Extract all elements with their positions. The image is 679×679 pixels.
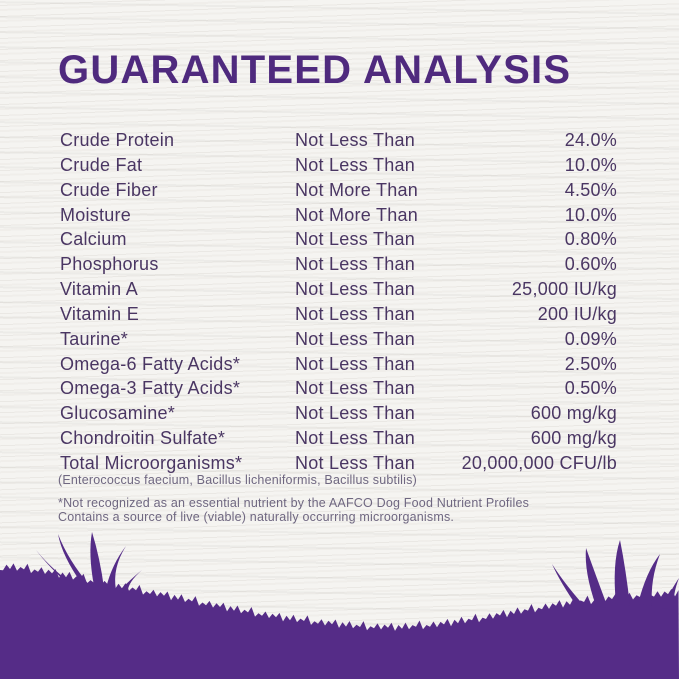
basis-label: Not Less Than: [295, 328, 415, 349]
nutrient-value: 25,000 IU/kg: [511, 279, 617, 300]
analysis-row: Omega-3 Fatty Acids* Not Less Than 0.50%: [60, 376, 617, 401]
nutrient-name: Omega-6 Fatty Acids*: [60, 353, 241, 374]
basis-label: Not Less Than: [295, 254, 415, 275]
basis-label: Not Less Than: [295, 452, 415, 473]
basis-label: Not Less Than: [295, 229, 415, 250]
nutrient-name: Vitamin A: [60, 279, 138, 300]
nutrient-name: Taurine*: [60, 328, 129, 349]
analysis-row: Vitamin A Not Less Than 25,000 IU/kg: [60, 277, 617, 302]
grass-mound: [0, 563, 679, 679]
nutrient-name: Chondroitin Sulfate*: [60, 428, 226, 449]
page-title: GUARANTEED ANALYSIS: [58, 48, 572, 92]
nutrient-value: 600 mg/kg: [530, 403, 617, 424]
asterisk-footnote-line2: Contains a source of live (viable) natur…: [58, 509, 455, 524]
analysis-row: Chondroitin Sulfate* Not Less Than 600 m…: [60, 426, 617, 451]
basis-label: Not Less Than: [295, 279, 415, 300]
analysis-row: Crude Fiber Not More Than 4.50%: [60, 178, 617, 203]
nutrient-value: 600 mg/kg: [530, 428, 617, 449]
nutrient-value: 24.0%: [564, 130, 617, 150]
analysis-row: Omega-6 Fatty Acids* Not Less Than 2.50%: [60, 352, 617, 377]
nutrient-value: 4.50%: [564, 179, 617, 200]
nutrient-name: Vitamin E: [60, 303, 139, 324]
grass-blade-icon: [662, 578, 679, 610]
basis-label: Not Less Than: [295, 403, 415, 424]
basis-label: Not Less Than: [295, 130, 415, 150]
basis-label: Not Less Than: [295, 428, 415, 449]
analysis-row: Calcium Not Less Than 0.80%: [60, 227, 617, 252]
nutrient-value: 2.50%: [564, 353, 617, 374]
nutrient-name: Calcium: [60, 229, 127, 250]
nutrient-name: Crude Protein: [60, 130, 175, 150]
analysis-table: Crude Protein Not Less Than 24.0% Crude …: [60, 128, 617, 476]
grass-blade-icon: [90, 532, 104, 588]
grass-silhouette: [0, 532, 679, 679]
basis-label: Not Less Than: [295, 303, 415, 324]
basis-label: Not Less Than: [295, 154, 415, 175]
analysis-row: Phosphorus Not Less Than 0.60%: [60, 252, 617, 277]
basis-label: Not More Than: [295, 179, 418, 200]
nutrient-name: Glucosamine*: [60, 403, 176, 424]
asterisk-footnote-line1: *Not recognized as an essential nutrient…: [58, 496, 530, 510]
nutrient-name: Moisture: [60, 204, 132, 225]
nutrient-value: 0.80%: [564, 229, 617, 250]
analysis-row: Taurine* Not Less Than 0.09%: [60, 327, 617, 352]
nutrient-value: 10.0%: [564, 204, 617, 225]
nutrient-value: 0.09%: [564, 328, 617, 349]
grass-blade-icon: [118, 570, 142, 594]
analysis-row: Moisture Not More Than 10.0%: [60, 203, 617, 228]
asterisk-footnote: *Not recognized as an essential nutrient…: [58, 496, 530, 524]
nutrient-value: 10.0%: [564, 154, 617, 175]
nutrient-name: Crude Fiber: [60, 179, 158, 200]
analysis-row: Vitamin E Not Less Than 200 IU/kg: [60, 302, 617, 327]
nutrient-value: 200 IU/kg: [537, 303, 617, 324]
analysis-row: Glucosamine* Not Less Than 600 mg/kg: [60, 401, 617, 426]
analysis-row: Total Microorganisms* Not Less Than 20,0…: [60, 451, 617, 476]
nutrient-name: Crude Fat: [60, 154, 143, 175]
nutrient-value: 0.50%: [564, 378, 617, 399]
analysis-row: Crude Protein Not Less Than 24.0%: [60, 128, 617, 153]
nutrient-name: Omega-3 Fatty Acids*: [60, 378, 241, 399]
grass-blade-icon: [638, 554, 660, 606]
nutrient-name: Total Microorganisms*: [60, 452, 243, 473]
grass-blade-icon: [614, 540, 630, 606]
nutrient-value: 0.60%: [564, 254, 617, 275]
basis-label: Not Less Than: [295, 378, 415, 399]
microorganisms-species-footnote: (Enterococcus faecium, Bacillus lichenif…: [58, 473, 417, 487]
basis-label: Not More Than: [295, 204, 418, 225]
basis-label: Not Less Than: [295, 353, 415, 374]
nutrient-value: 20,000,000 CFU/lb: [461, 452, 617, 473]
nutrient-name: Phosphorus: [60, 254, 159, 275]
grass-blade-icon: [106, 546, 126, 590]
analysis-row: Crude Fat Not Less Than 10.0%: [60, 153, 617, 178]
grass-blade-icon: [585, 548, 608, 608]
